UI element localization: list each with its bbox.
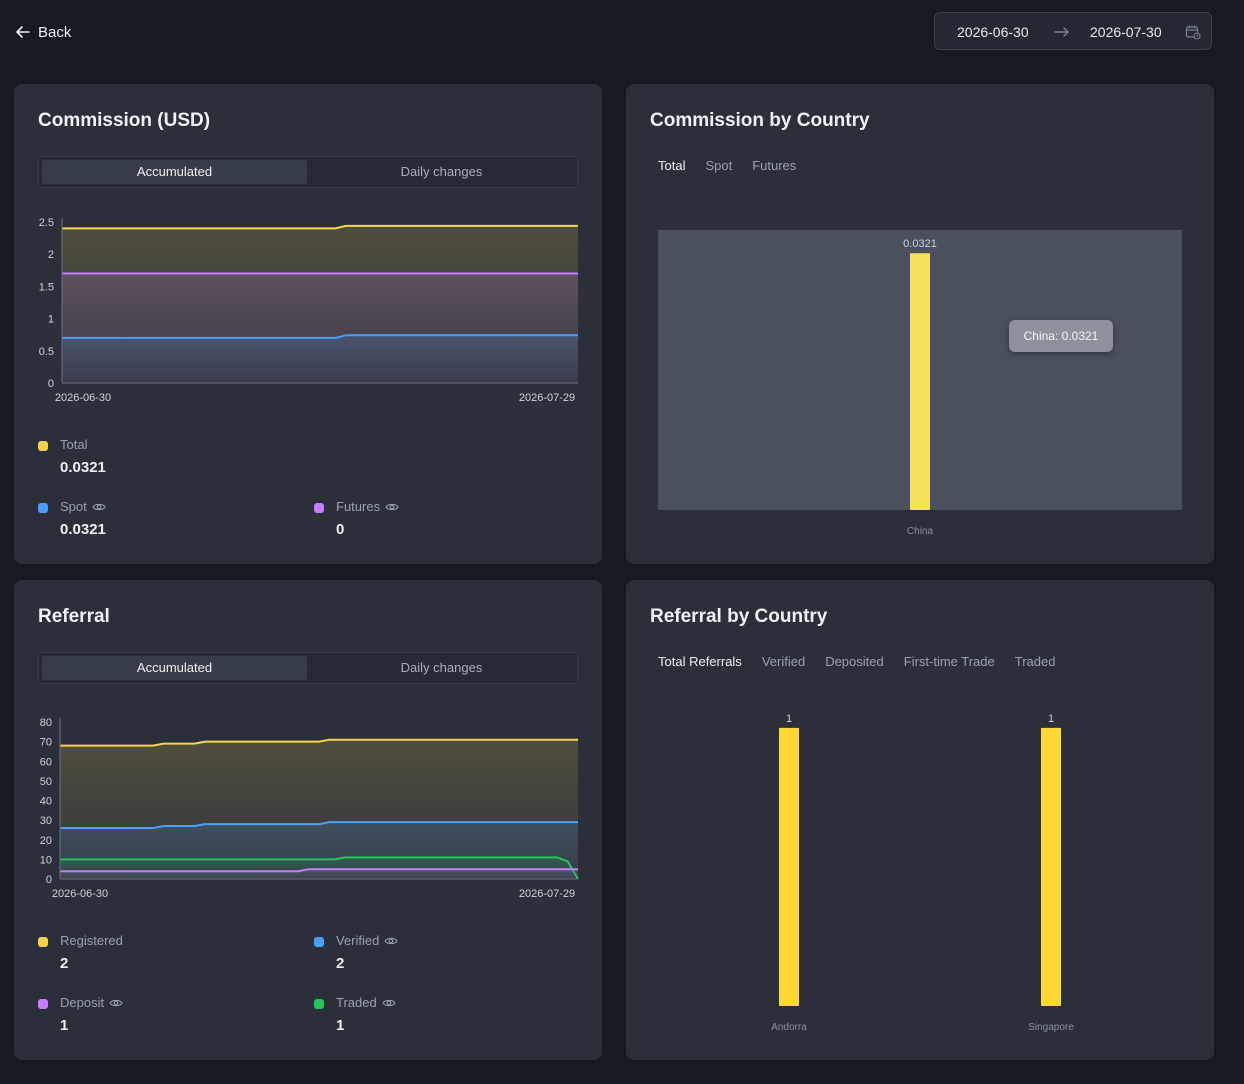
legend-deposit-label: Deposit — [60, 995, 105, 1010]
tab-futures[interactable]: Futures — [752, 158, 797, 173]
legend-futures-value: 0 — [336, 521, 345, 538]
traded-color-dot — [314, 999, 324, 1009]
deposit-color-dot — [38, 999, 48, 1009]
y-tick-label: 10 — [40, 854, 52, 866]
y-tick-label: 0 — [46, 874, 52, 886]
x-tick-label: 2026-07-29 — [519, 888, 575, 900]
tab-traded[interactable]: Traded — [1014, 654, 1056, 669]
series-line-traded — [60, 856, 579, 880]
y-tick-label: 0.5 — [39, 346, 54, 358]
legend-spot-label: Spot — [60, 499, 87, 514]
registered-color-dot — [38, 937, 48, 947]
referral-country-bar-chart: 1 Andorra 1 Singapore — [771, 713, 1074, 1033]
eye-icon[interactable] — [382, 996, 396, 1010]
x-tick-label: 2026-06-30 — [55, 392, 111, 404]
tab-total-referrals[interactable]: Total Referrals — [658, 654, 742, 669]
referral-title: Referral — [38, 606, 110, 627]
bar-value-label: 1 — [1048, 713, 1054, 725]
futures-color-dot — [314, 503, 324, 513]
legend-deposit-value: 1 — [60, 1017, 69, 1034]
end-date[interactable]: 2026-07-30 — [1090, 24, 1162, 40]
commission-title: Commission (USD) — [38, 110, 211, 131]
bar-china — [910, 253, 930, 510]
commission-by-country-card: Commission by Country Total Spot Futures… — [626, 84, 1214, 564]
date-range-picker[interactable]: 2026-06-30 2026-07-30 — [934, 12, 1212, 50]
legend-verified-label: Verified — [336, 933, 380, 948]
commission-area-chart: 0 0.5 1 1.5 2 2.5 2026-06-30 2026-07-29 — [39, 217, 578, 404]
referral-view-toggle: Accumulated Daily changes — [38, 652, 578, 684]
back-button[interactable]: Back — [14, 20, 71, 44]
commission-view-toggle: Accumulated Daily changes — [38, 156, 578, 188]
legend-registered-value: 2 — [60, 955, 69, 972]
legend-registered-label: Registered — [60, 933, 123, 948]
tab-spot[interactable]: Spot — [705, 158, 733, 173]
category-label: Singapore — [1028, 1022, 1074, 1033]
y-tick-label: 0 — [48, 378, 54, 390]
series-line-spot — [62, 334, 578, 339]
tab-daily-changes[interactable]: Daily changes — [400, 164, 483, 179]
commission-by-country-title: Commission by Country — [650, 110, 870, 131]
top-bar: Back 2026-06-30 2026-07-30 — [0, 0, 1244, 64]
series-area-spot — [62, 335, 578, 383]
tab-accumulated[interactable]: Accumulated — [42, 656, 307, 680]
eye-icon[interactable] — [385, 500, 399, 514]
y-tick-label: 2.5 — [39, 217, 54, 229]
series-line-total — [62, 224, 578, 230]
legend-traded-label: Traded — [336, 995, 377, 1010]
y-tick-label: 1 — [48, 314, 54, 326]
bar-andorra — [779, 727, 799, 1006]
series-line-deposit — [60, 868, 578, 873]
referral-country-tabs: Total Referrals Verified Deposited First… — [658, 654, 1055, 669]
y-tick-label: 1.5 — [39, 281, 54, 293]
eye-icon[interactable] — [92, 500, 106, 514]
commission-card: Commission (USD) Accumulated Daily chang… — [14, 84, 602, 564]
legend-spot-value: 0.0321 — [60, 521, 106, 538]
legend-total-value: 0.0321 — [60, 459, 106, 476]
y-tick-label: 20 — [40, 835, 52, 847]
legend-traded-value: 1 — [336, 1017, 345, 1034]
eye-icon[interactable] — [109, 996, 123, 1010]
y-tick-label: 2 — [48, 249, 54, 261]
legend-futures-label: Futures — [336, 499, 381, 514]
category-label: Andorra — [771, 1022, 807, 1033]
y-tick-label: 60 — [40, 756, 52, 768]
bar-value-label: 1 — [786, 713, 792, 725]
tab-verified[interactable]: Verified — [761, 654, 806, 669]
y-tick-label: 40 — [40, 796, 52, 808]
verified-color-dot — [314, 937, 324, 947]
tab-total[interactable]: Total — [658, 158, 686, 173]
tab-daily-changes[interactable]: Daily changes — [400, 660, 483, 675]
legend-verified-value: 2 — [336, 955, 345, 972]
y-tick-label: 80 — [40, 717, 52, 729]
y-tick-label: 70 — [40, 737, 52, 749]
calendar-icon[interactable] — [1185, 24, 1201, 40]
spot-color-dot — [38, 503, 48, 513]
legend-total-label: Total — [60, 437, 88, 452]
referral-by-country-card: Referral by Country Total Referrals Veri… — [626, 580, 1214, 1060]
commission-country-tabs: Total Spot Futures — [658, 158, 796, 173]
series-line-registered — [60, 738, 578, 747]
tab-accumulated[interactable]: Accumulated — [42, 160, 307, 184]
category-label: China — [907, 526, 934, 537]
arrow-right-icon — [1054, 27, 1069, 37]
referral-area-chart: 0 10 20 30 40 50 60 70 80 2026-06-30 2026-07-29 — [40, 717, 579, 900]
arrow-left-icon — [16, 26, 30, 38]
start-date[interactable]: 2026-06-30 — [957, 24, 1029, 40]
x-tick-label: 2026-07-29 — [519, 392, 575, 404]
tab-deposited[interactable]: Deposited — [825, 654, 884, 669]
referral-by-country-title: Referral by Country — [650, 606, 828, 627]
bar-value-label: 0.0321 — [903, 238, 937, 250]
commission-country-bar-chart: 0.0321 China — [658, 230, 1182, 537]
y-tick-label: 30 — [40, 815, 52, 827]
back-label: Back — [38, 23, 72, 41]
y-tick-label: 50 — [40, 776, 52, 788]
tab-first-time-trade[interactable]: First-time Trade — [903, 654, 995, 669]
bar-singapore — [1041, 727, 1061, 1006]
series-line-verified — [60, 821, 578, 829]
x-tick-label: 2026-06-30 — [52, 888, 108, 900]
bar-tooltip: China: 0.0321 — [1009, 320, 1113, 352]
referral-card: Referral Accumulated Daily changes 0 10 20… — [14, 580, 602, 1060]
total-color-dot — [38, 441, 48, 451]
eye-icon[interactable] — [384, 934, 399, 948]
